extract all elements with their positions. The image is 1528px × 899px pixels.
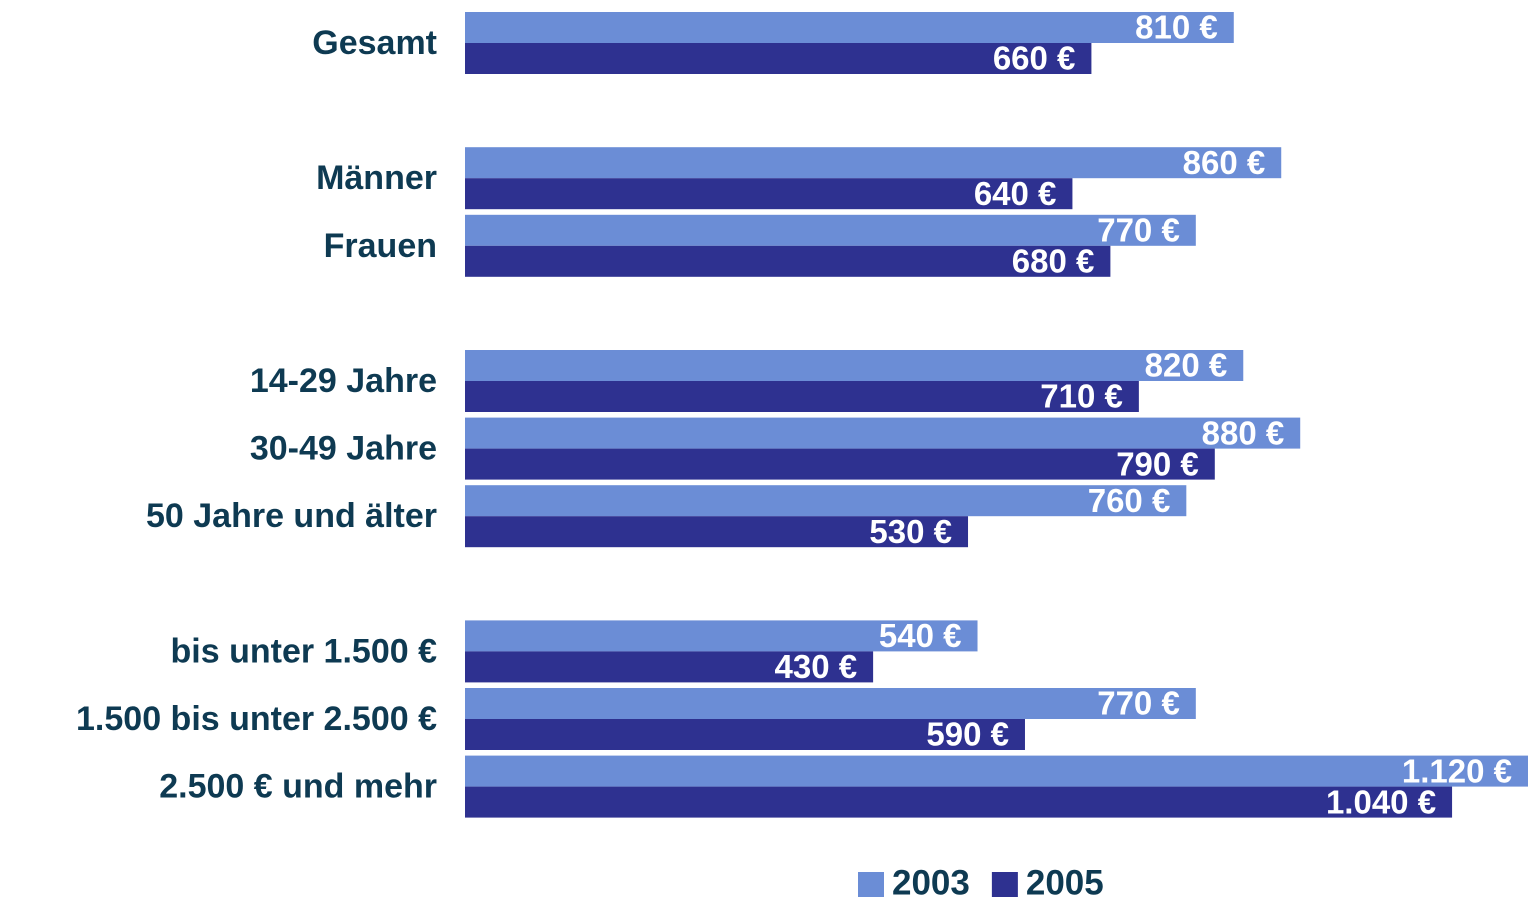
category-label: Frauen	[324, 227, 437, 265]
value-label: 710 €	[1040, 378, 1123, 415]
value-label: 530 €	[869, 513, 952, 550]
value-label: 860 €	[1183, 144, 1266, 181]
bar	[465, 147, 1282, 179]
value-label: 770 €	[1097, 685, 1180, 722]
value-label: 430 €	[775, 648, 858, 685]
value-label: 790 €	[1116, 445, 1199, 482]
bar	[465, 381, 1139, 412]
bar	[465, 417, 1301, 449]
category-label: 30-49 Jahre	[250, 430, 437, 468]
bar	[465, 245, 1111, 277]
value-label: 1.040 €	[1326, 783, 1436, 820]
bar	[465, 214, 1196, 246]
value-label: 820 €	[1145, 347, 1228, 384]
value-label: 590 €	[926, 716, 1009, 753]
category-label: 14-29 Jahre	[250, 362, 437, 400]
category-label: bis unter 1.500 €	[171, 632, 438, 670]
value-label: 770 €	[1097, 212, 1180, 249]
value-label: 640 €	[974, 175, 1057, 212]
bar	[465, 178, 1073, 210]
legend-label: 2003	[892, 863, 970, 899]
legend-swatch	[991, 872, 1018, 897]
value-label: 540 €	[879, 617, 962, 654]
bar	[465, 719, 1025, 750]
bar	[465, 12, 1234, 43]
legend-label: 2005	[1026, 863, 1104, 899]
category-label: 50 Jahre und älter	[146, 497, 437, 535]
bar	[465, 485, 1187, 517]
value-label: 880 €	[1202, 414, 1285, 451]
bar	[465, 620, 978, 652]
bar	[465, 516, 969, 548]
bar	[465, 755, 1528, 787]
category-label: Männer	[316, 159, 437, 197]
bar	[465, 651, 874, 683]
value-label: 1.120 €	[1402, 752, 1512, 789]
bar	[465, 350, 1244, 381]
value-label: 810 €	[1135, 9, 1218, 46]
bar	[465, 786, 1453, 818]
category-label: Gesamt	[312, 24, 437, 62]
category-label: 1.500 bis unter 2.500 €	[76, 700, 437, 738]
value-label: 680 €	[1012, 243, 1095, 280]
category-label: 2.500 € und mehr	[159, 768, 437, 806]
legend-swatch	[858, 872, 884, 897]
bar	[465, 43, 1092, 74]
bar	[465, 688, 1196, 719]
value-label: 760 €	[1088, 482, 1171, 519]
value-label: 660 €	[993, 40, 1076, 77]
bar	[465, 448, 1215, 480]
